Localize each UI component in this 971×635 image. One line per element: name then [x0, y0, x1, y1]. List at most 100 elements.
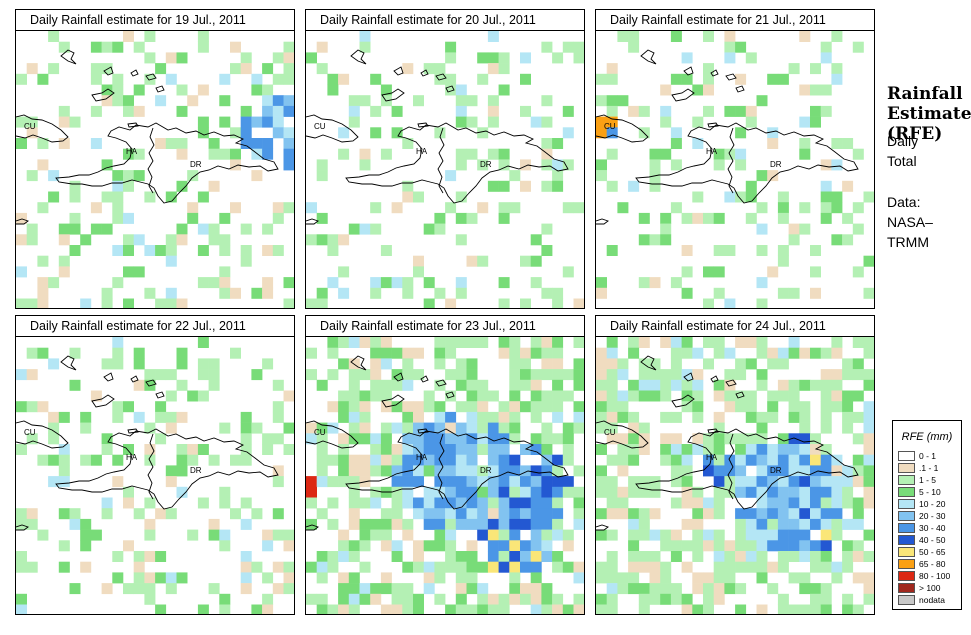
country-label: CU [604, 122, 616, 131]
rainfall-cell [380, 583, 392, 595]
rainfall-cell [552, 433, 564, 445]
rainfall-cell [197, 358, 209, 370]
rainfall-cell [777, 73, 789, 85]
rainfall-cell [863, 497, 874, 509]
rainfall-cell [230, 287, 241, 299]
rainfall-cell [552, 369, 564, 381]
rainfall-cell [852, 390, 864, 402]
rainfall-cell [197, 604, 209, 614]
rainfall-cell [530, 444, 542, 455]
rainfall-cell [799, 31, 811, 42]
rainfall-cell [423, 465, 435, 477]
rainfall-cell [810, 245, 821, 256]
rainfall-cell [541, 465, 553, 477]
rainfall-cell [380, 465, 392, 477]
rainfall-cell [767, 540, 779, 552]
rainfall-cell [455, 191, 467, 203]
rainfall-cell [219, 540, 231, 552]
rainfall-cell [155, 298, 167, 308]
rainfall-cell [434, 401, 446, 413]
rainfall-cell [380, 604, 392, 614]
coastline [671, 394, 695, 408]
rainfall-cell [530, 411, 542, 423]
rainfall-cell [628, 379, 640, 391]
rainfall-cell [487, 454, 499, 466]
rainfall-cell [391, 127, 403, 139]
rainfall-cell [552, 52, 564, 64]
rainfall-cell [842, 540, 854, 552]
rainfall-cell [606, 105, 618, 117]
rainfall-cell [638, 369, 650, 381]
rainfall-cell [735, 41, 747, 53]
rainfall-cell [681, 245, 693, 256]
rainfall-cell [606, 337, 618, 348]
rainfall-cell [509, 170, 521, 182]
rainfall-cell [810, 63, 821, 75]
rainfall-cell [852, 411, 864, 423]
rainfall-cell [831, 476, 843, 488]
rainfall-cell [788, 551, 800, 562]
rainfall-cell [423, 433, 435, 445]
rainfall-cell [370, 433, 382, 445]
rainfall-cell [445, 486, 457, 498]
rainfall-cell [498, 411, 510, 423]
rainfall-cell [338, 358, 350, 370]
rainfall-cell [434, 433, 446, 445]
rainfall-cell [628, 561, 640, 573]
rainfall-cell [338, 454, 350, 466]
rainfall-cell [606, 529, 618, 541]
rainfall-cell [842, 497, 854, 509]
rainfall-cell [767, 454, 779, 466]
rainfall-cell [788, 401, 800, 413]
rainfall-cell [745, 561, 757, 573]
coastline [145, 73, 157, 81]
rainfall-cell [413, 411, 424, 423]
rainfall-cell [487, 518, 499, 530]
rainfall-cell [370, 465, 382, 477]
rainfall-cell [852, 266, 864, 278]
rainfall-cell [37, 287, 49, 299]
coastline [393, 66, 404, 76]
rainfall-cell [90, 529, 102, 541]
rainfall-cell [681, 379, 693, 391]
rainfall-cell [455, 159, 467, 171]
rainfall-cell [466, 401, 478, 413]
rainfall-cell [670, 73, 682, 85]
rainfall-cell [831, 529, 843, 541]
rainfall-cell [810, 518, 821, 530]
rainfall-cell [26, 369, 38, 381]
rainfall-cell [348, 604, 360, 614]
rainfall-cell [799, 540, 811, 552]
rainfall-cell [756, 508, 768, 520]
rainfall-cell [155, 572, 167, 584]
rainfall-cell [37, 298, 49, 308]
rainfall-cell [423, 390, 435, 402]
coastline [596, 218, 609, 225]
rainfall-cell [48, 422, 60, 434]
rainfall-cell [692, 572, 704, 584]
rainfall-cell [80, 422, 92, 434]
rainfall-cell [562, 486, 574, 498]
rainfall-cell [799, 84, 811, 96]
rainfall-cell [391, 454, 403, 466]
rainfall-cell [628, 347, 640, 359]
rainfall-cell [831, 202, 843, 214]
rainfall-cell [756, 572, 768, 584]
rainfall-cell [370, 347, 382, 359]
rainfall-cell [628, 444, 640, 455]
rainfall-cell [756, 486, 768, 498]
rainfall-cell [197, 245, 209, 256]
rainfall-cell [370, 390, 382, 402]
rainfall-cell [573, 518, 584, 530]
rainfall-cell [26, 401, 38, 413]
rainfall-cell [703, 444, 714, 455]
haiti-dr-border [147, 433, 155, 500]
legend-label: 50 - 65 [919, 547, 946, 557]
rainfall-cell [788, 529, 800, 541]
rainfall-cell [756, 223, 768, 235]
rainfall-cell [541, 551, 553, 562]
rainfall-cell [251, 170, 263, 182]
rainfall-cell [338, 444, 350, 455]
rainfall-cell [133, 105, 145, 117]
rainfall-cell [756, 411, 768, 423]
